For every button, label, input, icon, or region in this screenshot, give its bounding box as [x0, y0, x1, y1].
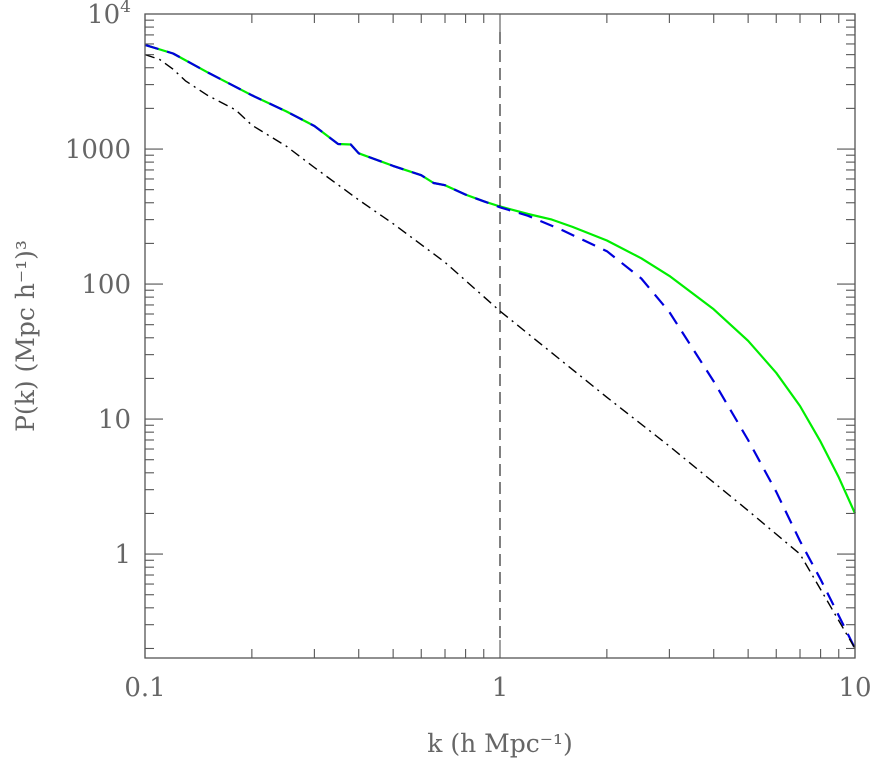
y-tick-label: 1000: [65, 135, 131, 165]
y-tick-label: 1: [114, 540, 131, 570]
series-layer: [144, 43, 857, 649]
axis-ticks: [144, 13, 856, 658]
x-tick-label: 10: [838, 673, 871, 703]
tick-labels: 0.1 1 10 1 10 100 1000 104: [65, 0, 872, 703]
y-axis-label: P(k) (Mpc h⁻¹)³: [11, 240, 40, 432]
y-tick-label: 10: [98, 405, 131, 435]
series-line-3: [144, 53, 856, 649]
x-axis-label: k (h Mpc⁻¹): [427, 729, 572, 758]
series-line-2: [144, 43, 856, 649]
x-tick-label: 1: [492, 673, 509, 703]
y-tick-label: 104: [87, 0, 131, 30]
x-tick-label: 0.1: [124, 673, 165, 703]
y-tick-label: 100: [81, 270, 131, 300]
